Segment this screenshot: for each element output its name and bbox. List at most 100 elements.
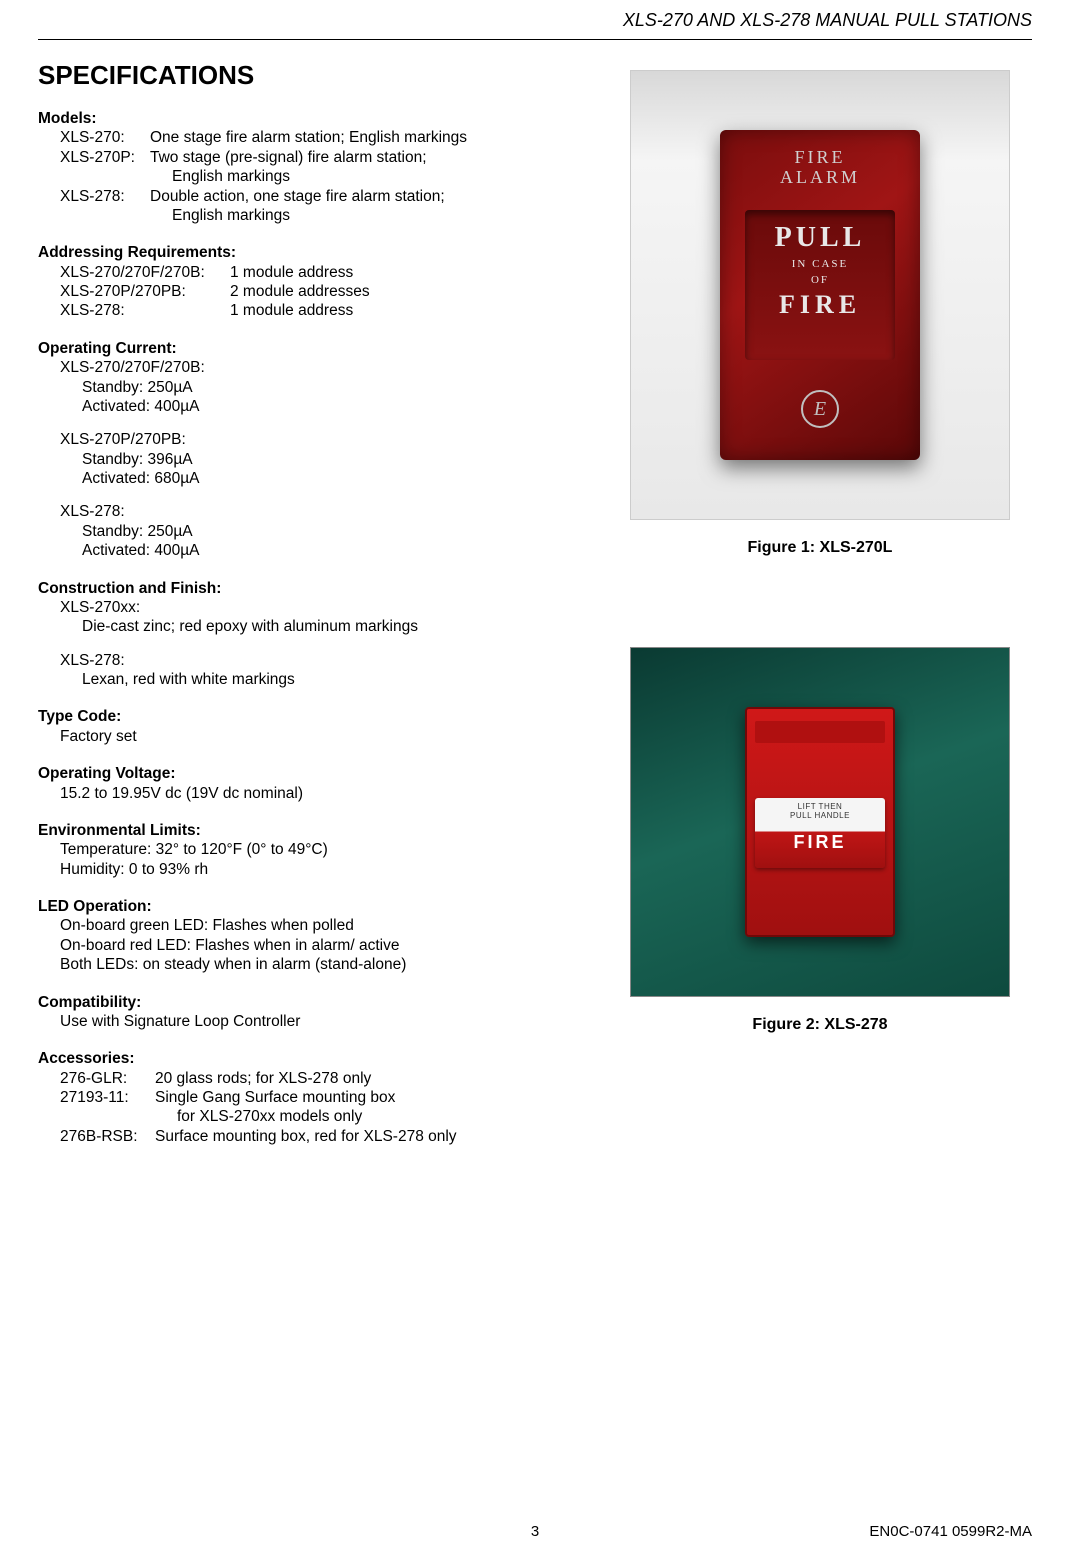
current-activated: Activated: 400µA [60, 397, 578, 416]
voltage-desc: 15.2 to 19.95V dc (19V dc nominal) [38, 784, 578, 803]
figure-1-image: FIRE ALARM PULL IN CASE OF FIRE E [630, 70, 1010, 520]
led-line: On-board green LED: Flashes when polled [38, 916, 578, 935]
fire-text: FIRE [755, 832, 885, 853]
current-standby: Standby: 250µA [60, 522, 578, 541]
addr-desc: 1 module address [230, 263, 353, 282]
typecode-block: Type Code: Factory set [38, 707, 578, 746]
model-desc: Double action, one stage fire alarm stat… [150, 187, 445, 206]
doc-number: EN0C-0741 0599R2-MA [869, 1523, 1032, 1540]
construction-label: XLS-270xx: [60, 598, 578, 617]
pull-handle: LIFT THEN PULL HANDLE FIRE [755, 798, 885, 868]
current-group-label: XLS-270P/270PB: [60, 430, 578, 449]
model-row: XLS-270: One stage fire alarm station; E… [60, 128, 578, 147]
addr-row: XLS-270/270F/270B: 1 module address [60, 263, 578, 282]
ps1-alarm-label: ALARM [720, 168, 920, 188]
typecode-desc: Factory set [38, 727, 578, 746]
pull-text: PULL [745, 222, 895, 254]
acc-desc: Surface mounting box, red for XLS-278 on… [155, 1127, 457, 1146]
models-block: Models: XLS-270: One stage fire alarm st… [38, 109, 578, 225]
construction-label: XLS-278: [60, 651, 578, 670]
acc-label: 276-GLR: [60, 1069, 155, 1088]
env-heading: Environmental Limits: [38, 821, 578, 840]
acc-row: 27193-11: Single Gang Surface mounting b… [60, 1088, 578, 1107]
current-group-label: XLS-278: [60, 502, 578, 521]
voltage-heading: Operating Voltage: [38, 764, 578, 783]
of-text: OF [745, 274, 895, 286]
addr-desc: 2 module addresses [230, 282, 370, 301]
pull-handle-text: PULL HANDLE [755, 811, 885, 820]
header-rule [38, 39, 1032, 40]
typecode-heading: Type Code: [38, 707, 578, 726]
led-block: LED Operation: On-board green LED: Flash… [38, 897, 578, 975]
model-label: XLS-270P: [60, 148, 150, 167]
construction-block: Construction and Finish: XLS-270xx: Die-… [38, 579, 578, 690]
addr-label: XLS-278: [60, 301, 230, 320]
acc-row: 276B-RSB: Surface mounting box, red for … [60, 1127, 578, 1146]
current-activated: Activated: 680µA [60, 469, 578, 488]
compat-block: Compatibility: Use with Signature Loop C… [38, 993, 578, 1032]
figure-1-caption: Figure 1: XLS-270L [608, 539, 1032, 557]
pull-station-xls278: LIFT THEN PULL HANDLE FIRE [745, 707, 895, 937]
model-desc: One stage fire alarm station; English ma… [150, 128, 467, 147]
addr-desc: 1 module address [230, 301, 353, 320]
model-row: XLS-270P: Two stage (pre-signal) fire al… [60, 148, 578, 167]
model-label: XLS-270: [60, 128, 150, 147]
model-desc-cont: English markings [60, 167, 578, 186]
accessories-heading: Accessories: [38, 1049, 578, 1068]
model-desc-cont: English markings [60, 206, 578, 225]
construction-desc: Lexan, red with white markings [60, 670, 578, 689]
lift-text: LIFT THEN [755, 798, 885, 811]
figure-1: FIRE ALARM PULL IN CASE OF FIRE E Figure… [608, 70, 1032, 557]
current-standby: Standby: 396µA [60, 450, 578, 469]
current-activated: Activated: 400µA [60, 541, 578, 560]
models-heading: Models: [38, 109, 578, 128]
page-footer: 3 EN0C-0741 0599R2-MA [38, 1523, 1032, 1540]
section-title: SPECIFICATIONS [38, 60, 578, 91]
figure-2-image: LIFT THEN PULL HANDLE FIRE [630, 647, 1010, 997]
content-area: SPECIFICATIONS Models: XLS-270: One stag… [38, 60, 1032, 1164]
construction-desc: Die-cast zinc; red epoxy with aluminum m… [60, 617, 578, 636]
env-hum: Humidity: 0 to 93% rh [38, 860, 578, 879]
addr-row: XLS-270P/270PB: 2 module addresses [60, 282, 578, 301]
fire-text: FIRE [745, 290, 895, 320]
page-number: 3 [531, 1523, 539, 1540]
compat-desc: Use with Signature Loop Controller [38, 1012, 578, 1031]
header-title: XLS-270 AND XLS-278 MANUAL PULL STATIONS [38, 0, 1032, 39]
current-standby: Standby: 250µA [60, 378, 578, 397]
acc-row: 276-GLR: 20 glass rods; for XLS-278 only [60, 1069, 578, 1088]
led-heading: LED Operation: [38, 897, 578, 916]
figure-2: LIFT THEN PULL HANDLE FIRE Figure 2: XLS… [608, 557, 1032, 1034]
addr-row: XLS-278: 1 module address [60, 301, 578, 320]
model-label: XLS-278: [60, 187, 150, 206]
acc-desc: Single Gang Surface mounting box [155, 1088, 395, 1107]
current-heading: Operating Current: [38, 339, 578, 358]
voltage-block: Operating Voltage: 15.2 to 19.95V dc (19… [38, 764, 578, 803]
figure-2-caption: Figure 2: XLS-278 [608, 1016, 1032, 1034]
acc-label: 27193-11: [60, 1088, 155, 1107]
figures-column: FIRE ALARM PULL IN CASE OF FIRE E Figure… [608, 60, 1032, 1164]
pull-handle-area: PULL IN CASE OF FIRE [745, 210, 895, 360]
pull-station-xls270: FIRE ALARM PULL IN CASE OF FIRE E [720, 130, 920, 460]
accessories-block: Accessories: 276-GLR: 20 glass rods; for… [38, 1049, 578, 1146]
addr-label: XLS-270P/270PB: [60, 282, 230, 301]
led-line: On-board red LED: Flashes when in alarm/… [38, 936, 578, 955]
env-temp: Temperature: 32° to 120°F (0° to 49°C) [38, 840, 578, 859]
top-strip [755, 721, 885, 743]
acc-label: 276B-RSB: [60, 1127, 155, 1146]
acc-desc-cont: for XLS-270xx models only [60, 1107, 578, 1126]
model-row: XLS-278: Double action, one stage fire a… [60, 187, 578, 206]
incase-text: IN CASE [745, 258, 895, 270]
specifications-column: SPECIFICATIONS Models: XLS-270: One stag… [38, 60, 578, 1164]
logo-icon: E [801, 390, 839, 428]
current-block: Operating Current: XLS-270/270F/270B: St… [38, 339, 578, 561]
addressing-heading: Addressing Requirements: [38, 243, 578, 262]
construction-heading: Construction and Finish: [38, 579, 578, 598]
current-group-label: XLS-270/270F/270B: [60, 358, 578, 377]
acc-desc: 20 glass rods; for XLS-278 only [155, 1069, 371, 1088]
ps1-fire-label: FIRE [720, 148, 920, 168]
model-desc: Two stage (pre-signal) fire alarm statio… [150, 148, 427, 167]
addressing-block: Addressing Requirements: XLS-270/270F/27… [38, 243, 578, 321]
compat-heading: Compatibility: [38, 993, 578, 1012]
env-block: Environmental Limits: Temperature: 32° t… [38, 821, 578, 879]
addr-label: XLS-270/270F/270B: [60, 263, 230, 282]
